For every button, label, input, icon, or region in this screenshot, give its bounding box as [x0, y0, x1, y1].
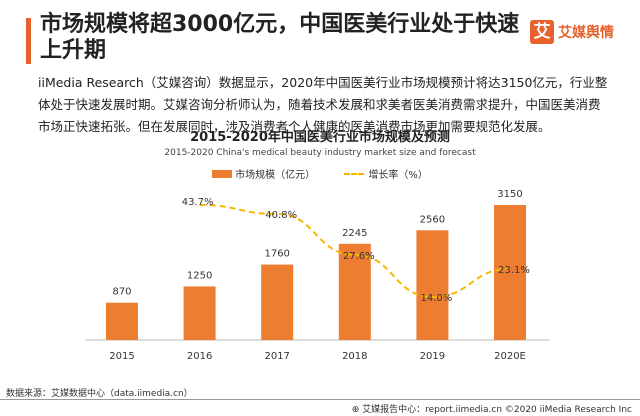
legend-line-label: 增长率（%）: [368, 170, 428, 181]
rate-label-2016: 43.7%: [182, 197, 214, 208]
bar-label-2016: 1250: [187, 270, 212, 281]
legend-line-swatch: [344, 172, 365, 175]
bar-label-2019: 2560: [420, 214, 445, 225]
legend-bar-swatch: [212, 169, 233, 178]
divider: [0, 399, 640, 400]
bar-2017: [261, 264, 294, 340]
bar-label-2020E: 3150: [497, 189, 522, 200]
data-source: 数据来源：艾媒数据中心（data.iimedia.cn）: [6, 389, 193, 399]
title-accent-bar: [26, 18, 31, 64]
growth-rate-line: [199, 203, 511, 299]
x-tick-2020E: 2020E: [494, 351, 526, 362]
body-text: iiMedia Research（艾媒咨询）数据显示，2020年中国医美行业市场…: [38, 75, 608, 134]
rate-label-2017: 40.8%: [265, 210, 297, 221]
legend-bar-label: 市场规模（亿元）: [235, 170, 316, 181]
page-title: 市场规模将超3000亿元，中国医美行业处于快速上升期: [40, 12, 520, 63]
rate-label-2019: 14.0%: [421, 293, 453, 304]
bar-2016: [183, 286, 216, 340]
x-tick-2017: 2017: [264, 351, 289, 362]
x-tick-2019: 2019: [420, 351, 445, 362]
chart-title: 2015-2020年中国医美行业市场规模及预测: [190, 130, 450, 145]
x-tick-2016: 2016: [187, 351, 212, 362]
legend: 市场规模（亿元） 增长率（%）: [0, 166, 640, 181]
x-tick-2018: 2018: [342, 351, 367, 362]
x-tick-2015: 2015: [109, 351, 134, 362]
bar-2020E: [494, 205, 526, 340]
bar-2015: [106, 302, 138, 340]
bar-2019: [416, 230, 449, 340]
bar-label-2017: 1760: [264, 249, 289, 260]
chart-subtitle: 2015-2020 China's medical beauty industr…: [164, 148, 476, 158]
rate-label-2018: 27.6%: [343, 251, 375, 262]
logo-mark: 艾: [530, 20, 554, 44]
footer-credit: ⊕ 艾媒报告中心：report.iimedia.cn ©2020 iiMedia…: [351, 405, 632, 415]
logo: 艾 艾媒舆情: [530, 20, 614, 44]
logo-text: 艾媒舆情: [558, 25, 614, 41]
rate-label-2020E: 23.1%: [498, 265, 530, 276]
bar-label-2018: 2245: [342, 228, 367, 239]
footer-credit-text: 艾媒报告中心：report.iimedia.cn ©2020 iiMedia R…: [362, 405, 632, 415]
bar-2018: [338, 243, 371, 340]
bar-label-2015: 870: [112, 287, 131, 298]
